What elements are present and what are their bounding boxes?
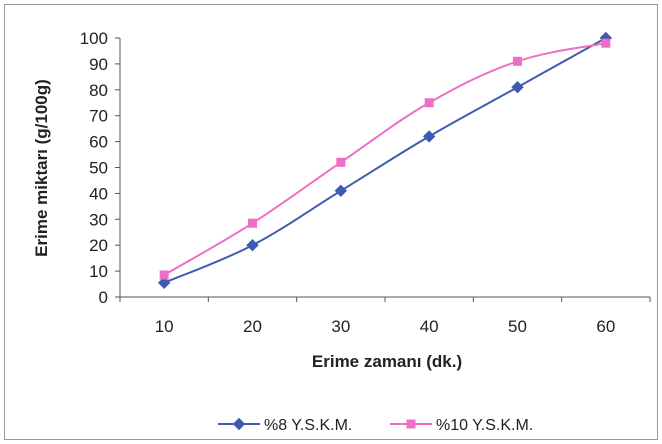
y-tick-label: 20 bbox=[89, 236, 108, 255]
series-line bbox=[163, 37, 607, 284]
legend-item: %10 Y.S.K.M. bbox=[390, 417, 533, 434]
data-point bbox=[248, 218, 257, 228]
legend-label: %10 Y.S.K.M. bbox=[436, 417, 533, 434]
y-tick-label: 0 bbox=[99, 288, 108, 307]
data-point bbox=[422, 130, 436, 143]
series-layer bbox=[157, 31, 613, 289]
y-tick-label: 90 bbox=[89, 55, 108, 74]
y-tick-label: 30 bbox=[89, 210, 108, 229]
y-tick-label: 80 bbox=[89, 81, 108, 100]
data-point bbox=[513, 56, 522, 66]
legend-item: %8 Y.S.K.M. bbox=[218, 417, 352, 434]
x-tick-label: 40 bbox=[420, 317, 439, 336]
x-tick-label: 50 bbox=[508, 317, 527, 336]
x-tick-label: 60 bbox=[596, 317, 615, 336]
x-tick-label: 20 bbox=[243, 317, 262, 336]
data-point bbox=[159, 270, 169, 280]
y-tick-label: 70 bbox=[89, 107, 108, 126]
legend-marker bbox=[406, 419, 416, 429]
series-line bbox=[163, 42, 607, 276]
y-tick-label: 100 bbox=[80, 29, 108, 48]
y-tick-label: 10 bbox=[89, 262, 108, 281]
y-axis-ticks: 0 10 20 30 40 50 60 70 80 90 100 bbox=[80, 29, 120, 307]
legend-label: %8 Y.S.K.M. bbox=[264, 417, 352, 434]
data-point bbox=[601, 38, 611, 48]
x-tick-label: 10 bbox=[155, 317, 174, 336]
series-2 bbox=[159, 38, 611, 280]
data-point bbox=[157, 276, 171, 289]
x-tick-label: 30 bbox=[331, 317, 350, 336]
x-axis-title: Erime zamanı (dk.) bbox=[312, 352, 462, 371]
data-point bbox=[336, 157, 346, 167]
data-point bbox=[246, 238, 259, 252]
chart-frame bbox=[4, 4, 658, 440]
y-tick-label: 60 bbox=[89, 133, 108, 152]
data-point bbox=[334, 184, 348, 198]
series-1 bbox=[157, 31, 613, 289]
y-axis-title: Erime miktarı (g/100g) bbox=[32, 79, 51, 257]
y-tick-label: 40 bbox=[89, 184, 108, 203]
legend-marker bbox=[232, 417, 246, 431]
x-axis-ticks: 10 20 30 40 50 60 bbox=[119, 297, 651, 336]
data-point bbox=[424, 98, 434, 108]
data-point bbox=[511, 81, 524, 94]
y-tick-label: 50 bbox=[89, 159, 108, 178]
legend: %8 Y.S.K.M. %10 Y.S.K.M. bbox=[218, 417, 533, 434]
